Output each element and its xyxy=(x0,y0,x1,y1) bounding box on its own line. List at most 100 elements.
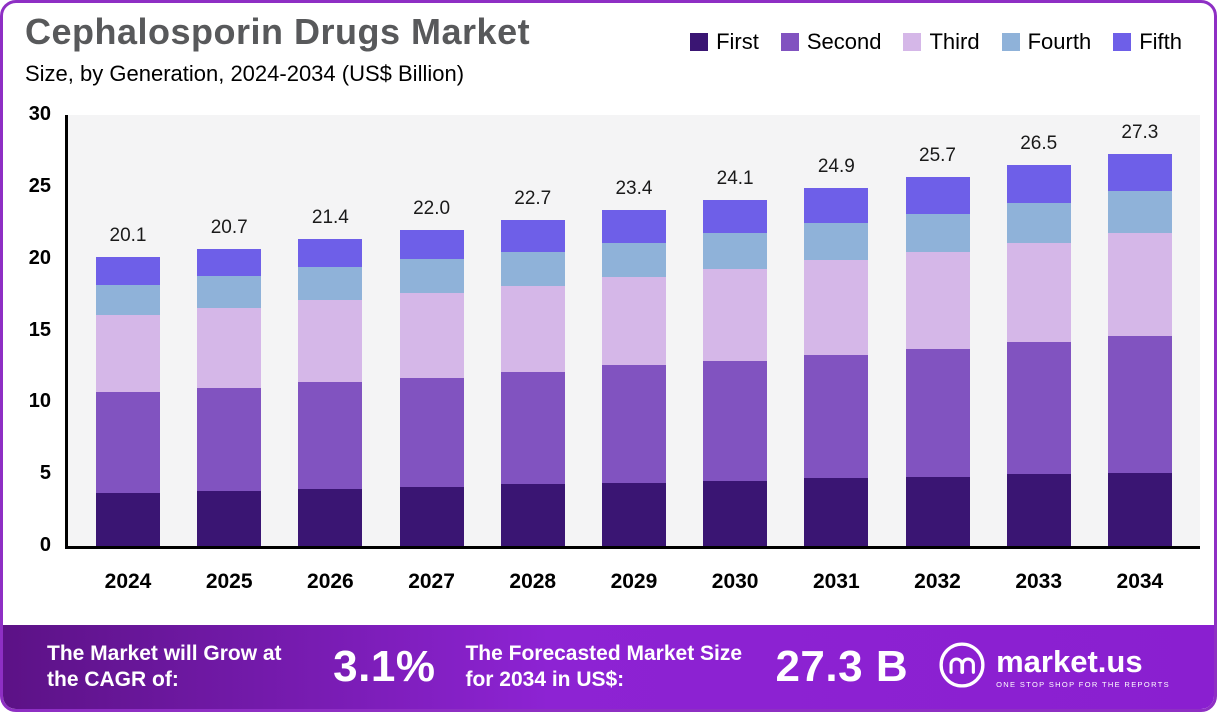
forecast-label: The Forecasted Market Size for 2034 in U… xyxy=(465,641,743,691)
legend: First Second Third Fourth Fifth xyxy=(690,29,1182,55)
legend-item-second: Second xyxy=(780,29,882,55)
legend-swatch-third xyxy=(903,33,922,51)
bar-segment-fourth-2032 xyxy=(905,214,970,252)
bar-group-2029: 23.4 2029 xyxy=(601,115,666,593)
bar-segment-fifth-2025 xyxy=(197,248,262,276)
bar-segment-fourth-2029 xyxy=(601,242,666,278)
x-axis-label-2032: 2032 xyxy=(914,570,961,593)
legend-item-third: Third xyxy=(903,29,980,55)
bar-segment-second-2029 xyxy=(601,365,666,483)
bar-total-label-2029: 23.4 xyxy=(615,177,653,199)
bar-segment-second-2026 xyxy=(298,382,363,489)
bar-segment-second-2028 xyxy=(500,372,565,485)
y-tick-25: 25 xyxy=(28,174,51,197)
bar-total-label-2027: 22.0 xyxy=(413,197,451,219)
bar-total-label-2032: 25.7 xyxy=(919,144,956,166)
bar-segment-third-2030 xyxy=(703,268,768,361)
bar-group-2031: 24.9 2031 xyxy=(804,115,869,593)
bar-total-label-2030: 24.1 xyxy=(716,167,754,189)
bar-total-label-2024: 20.1 xyxy=(109,225,147,247)
bar-segment-fourth-2030 xyxy=(703,232,768,269)
bar-segment-second-2032 xyxy=(905,349,970,478)
bar-segment-fifth-2024 xyxy=(96,257,160,285)
bar-group-2024: 20.1 2024 xyxy=(96,115,160,593)
bar-stack-2030 xyxy=(703,199,768,546)
bar-stack-2032 xyxy=(905,176,970,546)
bar-segment-fifth-2031 xyxy=(804,188,869,223)
bar-segment-fifth-2030 xyxy=(703,199,768,233)
bar-segment-fifth-2027 xyxy=(399,230,464,259)
bar-segment-third-2026 xyxy=(298,300,363,383)
bar-stack-2031 xyxy=(804,188,869,546)
bar-group-2026: 21.4 2026 xyxy=(298,115,363,593)
y-tick-0: 0 xyxy=(39,534,51,556)
y-tick-5: 5 xyxy=(39,462,51,485)
bar-group-2028: 22.7 2028 xyxy=(500,115,565,593)
legend-label: Fourth xyxy=(1027,29,1092,54)
bar-segment-second-2027 xyxy=(399,377,464,488)
bar-segment-fourth-2028 xyxy=(500,251,565,286)
x-axis-label-2033: 2033 xyxy=(1015,570,1063,593)
bar-total-label-2025: 20.7 xyxy=(210,216,248,238)
bar-segment-first-2028 xyxy=(500,484,565,546)
bar-total-label-2031: 24.9 xyxy=(817,156,855,178)
y-tick-20: 20 xyxy=(28,246,51,269)
bar-segment-third-2029 xyxy=(601,277,666,365)
bar-segment-third-2032 xyxy=(905,251,970,350)
bar-total-label-2034: 27.3 xyxy=(1121,121,1159,143)
y-axis: 0 5 10 15 20 25 30 xyxy=(3,103,51,556)
bar-segment-second-2025 xyxy=(197,387,262,492)
y-tick-15: 15 xyxy=(28,318,51,341)
bar-segment-third-2033 xyxy=(1006,242,1071,342)
bar-segment-third-2034 xyxy=(1107,232,1172,337)
cagr-label: The Market will Grow at the CAGR of: xyxy=(47,641,282,691)
y-tick-10: 10 xyxy=(28,390,51,413)
bar-segment-fourth-2031 xyxy=(804,222,869,261)
bar-group-2027: 22.0 2027 xyxy=(399,115,464,593)
bar-segment-first-2029 xyxy=(601,482,666,546)
forecast-value: 27.3 B xyxy=(775,642,909,691)
bar-segment-fifth-2028 xyxy=(500,219,565,252)
bar-group-2032: 25.7 2032 xyxy=(905,115,970,593)
y-tick-30: 30 xyxy=(28,103,51,125)
bar-segment-second-2024 xyxy=(96,392,160,493)
bar-total-label-2026: 21.4 xyxy=(311,206,349,228)
bar-segment-third-2024 xyxy=(96,314,160,393)
bar-stack-2034 xyxy=(1107,153,1172,546)
bar-group-2025: 20.7 2025 xyxy=(197,115,262,593)
bar-segment-first-2026 xyxy=(298,488,363,546)
bar-segment-first-2032 xyxy=(905,477,970,546)
x-axis-label-2034: 2034 xyxy=(1116,570,1164,593)
bar-total-label-2033: 26.5 xyxy=(1020,133,1058,155)
bar-segment-fifth-2032 xyxy=(905,176,970,215)
bar-stack-2026 xyxy=(298,238,363,546)
bar-segment-second-2033 xyxy=(1006,342,1071,475)
x-axis-label-2024: 2024 xyxy=(104,570,152,593)
x-axis-label-2030: 2030 xyxy=(711,570,759,593)
bar-segment-third-2027 xyxy=(399,293,464,378)
bar-segment-first-2031 xyxy=(804,478,869,546)
legend-swatch-first xyxy=(690,33,709,51)
x-axis-label-2029: 2029 xyxy=(610,570,658,593)
legend-swatch-second xyxy=(780,33,799,51)
bar-segment-fourth-2034 xyxy=(1107,191,1172,233)
legend-label: First xyxy=(716,29,759,54)
bar-total-label-2028: 22.7 xyxy=(514,187,552,209)
stacked-bar-chart: 0 5 10 15 20 25 30 20.1 2024 20.7 2025 21.4 2026 22.… xyxy=(3,98,1214,633)
legend-item-fourth: Fourth xyxy=(1001,29,1092,55)
bar-segment-fourth-2026 xyxy=(298,267,363,301)
legend-label: Second xyxy=(806,29,882,54)
x-axis-label-2027: 2027 xyxy=(408,570,455,593)
x-axis-label-2025: 2025 xyxy=(205,570,253,593)
bar-group-2034: 27.3 2034 xyxy=(1107,115,1172,593)
bar-segment-fourth-2033 xyxy=(1006,202,1071,243)
bar-segment-third-2028 xyxy=(500,286,565,373)
legend-item-first: First xyxy=(690,29,759,55)
marketus-logo-icon xyxy=(938,641,986,694)
bar-segment-fourth-2024 xyxy=(96,284,160,315)
bar-segment-third-2031 xyxy=(804,260,869,355)
bar-segment-fifth-2033 xyxy=(1006,165,1071,203)
legend-item-fifth: Fifth xyxy=(1113,29,1182,55)
bar-segment-first-2025 xyxy=(197,491,262,546)
marketus-logo: market.us ONE STOP SHOP FOR THE REPORTS xyxy=(938,641,1170,694)
